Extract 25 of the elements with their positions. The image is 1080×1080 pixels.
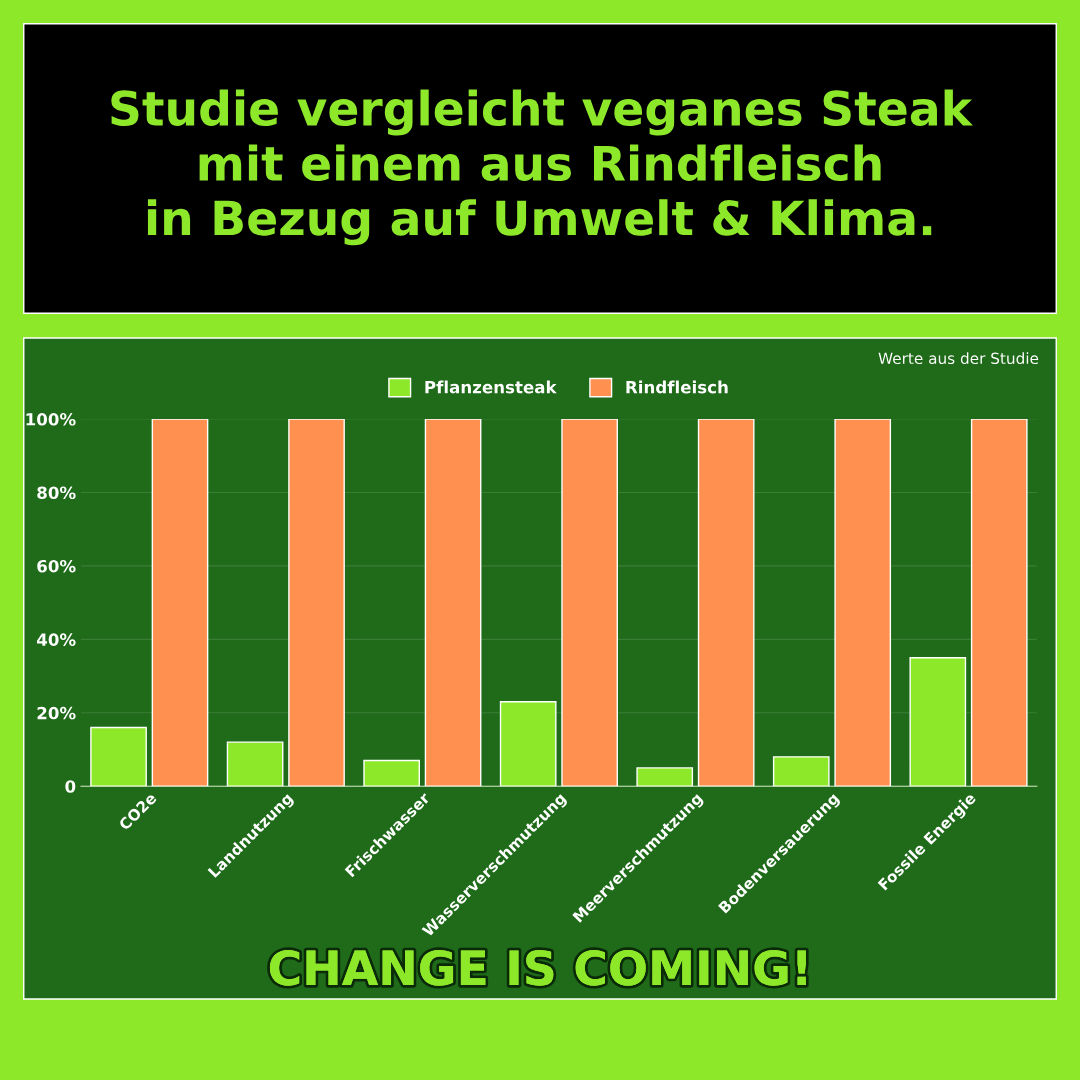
- bar: [424, 419, 482, 787]
- bar: [970, 419, 1028, 787]
- bar: [90, 726, 147, 787]
- y-tick-label: 0: [65, 780, 76, 793]
- bar: [151, 419, 209, 787]
- bar: [636, 767, 694, 787]
- bar: [834, 419, 892, 787]
- legend-label: Pflanzensteak: [425, 380, 557, 394]
- text: Werte aus der Studie: [878, 352, 1039, 365]
- bar: [561, 419, 618, 787]
- y-tick-label: 100%: [26, 413, 76, 426]
- chart-title: Studie vergleicht veganes Steak mit einem aus Rindfleisch in Bezug auf Umwelt & Klima.: [111, 89, 973, 246]
- text: CHANGE IS COMING!: [269, 949, 806, 986]
- y-tick-label: 40%: [37, 633, 76, 646]
- legend-label: Rindfleisch: [626, 380, 728, 394]
- y-tick-label: 60%: [37, 559, 76, 573]
- bar: [226, 741, 284, 787]
- bar: [772, 756, 830, 787]
- bar: [363, 759, 420, 787]
- bar: [909, 657, 967, 787]
- y-tick-label: 20%: [37, 706, 76, 720]
- bar: [697, 419, 755, 787]
- bar: [499, 701, 557, 787]
- y-tick-label: 80%: [37, 486, 76, 500]
- bar: [288, 419, 345, 787]
